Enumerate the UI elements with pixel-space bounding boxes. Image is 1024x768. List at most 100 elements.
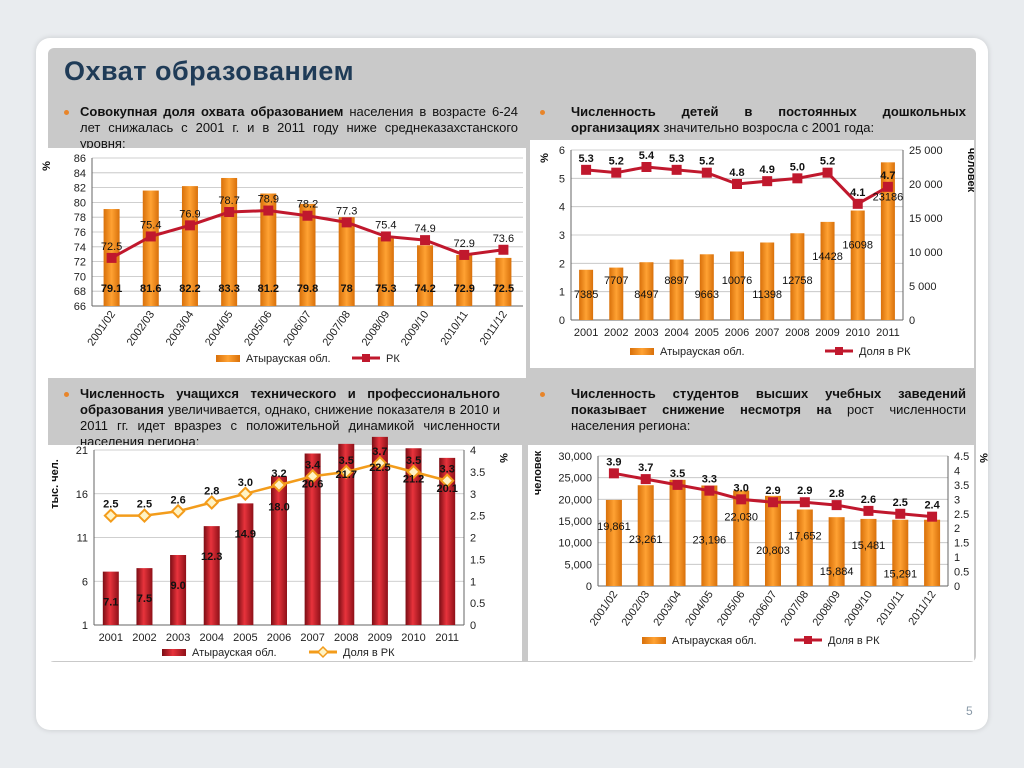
x-tick-label: 2001 bbox=[574, 327, 598, 339]
y-tick-label: 4 bbox=[559, 202, 565, 214]
y-tick-label: 84 bbox=[74, 168, 86, 180]
y-tick-label: 82 bbox=[74, 183, 86, 195]
y-tick-label: 3 bbox=[559, 230, 565, 242]
line-marker bbox=[106, 252, 117, 263]
line-value-label: 2.4 bbox=[924, 500, 940, 512]
y2-tick-label: 4 bbox=[954, 465, 960, 477]
line-marker bbox=[762, 176, 773, 187]
text-block-3: Численность учащихся технического и проф… bbox=[80, 386, 500, 450]
y-axis-title: % bbox=[539, 153, 551, 163]
x-tick-label: 2005 bbox=[695, 327, 719, 339]
legend-label-bar: Атырауская обл. bbox=[192, 647, 277, 659]
bar-2002/03 bbox=[637, 485, 654, 586]
line-value-label: 3.2 bbox=[271, 468, 286, 480]
y2-tick-label: 1 bbox=[470, 576, 476, 588]
bar-2009/10 bbox=[860, 518, 877, 586]
y2-tick-label: 3 bbox=[954, 494, 960, 506]
legend-swatch-bar bbox=[642, 637, 666, 644]
bar-value-label: 81.2 bbox=[258, 283, 279, 295]
legend-marker bbox=[804, 636, 812, 644]
x-tick-label: 2004 bbox=[664, 327, 688, 339]
line-marker bbox=[863, 505, 874, 516]
bar-2002/03 bbox=[142, 190, 159, 306]
line-marker bbox=[672, 479, 683, 490]
line-marker bbox=[459, 249, 470, 260]
x-tick-label: 2009 bbox=[815, 327, 839, 339]
page-number: 5 bbox=[966, 704, 973, 718]
y2-axis-title: человек bbox=[965, 148, 977, 193]
bar-value-label: 9663 bbox=[695, 289, 719, 301]
bar-2003/04 bbox=[669, 479, 686, 586]
line-value-label: 78.2 bbox=[297, 199, 318, 211]
line-marker bbox=[608, 468, 619, 479]
y-tick-label: 2 bbox=[559, 258, 565, 270]
line-value-label: 2.8 bbox=[829, 488, 844, 500]
bar-value-label: 18.0 bbox=[268, 501, 289, 513]
line-marker bbox=[439, 473, 455, 489]
y2-tick-label: 3.5 bbox=[954, 480, 969, 492]
y-tick-label: 5 bbox=[559, 173, 565, 185]
bar-value-label: 75.3 bbox=[375, 283, 396, 295]
chart-card bbox=[48, 148, 526, 378]
bar-value-label: 83.3 bbox=[218, 283, 239, 295]
y-axis-title: тыс. чел. bbox=[49, 459, 61, 509]
bar-2004/05 bbox=[701, 485, 718, 586]
y2-tick-label: 3.5 bbox=[470, 467, 485, 479]
line-value-label: 77.3 bbox=[336, 205, 357, 217]
y2-tick-label: 5 000 bbox=[909, 281, 937, 293]
bar-2010/11 bbox=[456, 254, 473, 306]
bar-2005/06 bbox=[260, 193, 277, 306]
bar-value-label: 15,291 bbox=[883, 569, 917, 581]
x-tick-label: 2003 bbox=[634, 327, 658, 339]
text-3-lead: Численность учащихся технического и проф… bbox=[80, 386, 500, 417]
legend-label-bar: Атырауская обл. bbox=[672, 635, 757, 647]
bar-2001 bbox=[102, 571, 119, 625]
x-tick-label: 2006 bbox=[267, 632, 291, 644]
y-tick-label: 78 bbox=[74, 212, 86, 224]
x-tick-label: 2002 bbox=[604, 327, 628, 339]
y2-tick-label: 25 000 bbox=[909, 145, 943, 157]
bar-value-label: 7385 bbox=[574, 289, 598, 301]
y2-tick-label: 20 000 bbox=[909, 179, 943, 191]
text-4-lead: Численность студентов высших учебных зав… bbox=[571, 386, 966, 417]
bar-value-label: 78 bbox=[341, 283, 353, 295]
line-marker bbox=[380, 231, 391, 242]
bullet-1 bbox=[64, 110, 69, 115]
bar-value-label: 10076 bbox=[722, 275, 753, 287]
line-value-label: 2.6 bbox=[861, 494, 876, 506]
y2-tick-label: 0 bbox=[470, 620, 476, 632]
bar-value-label: 14.9 bbox=[235, 528, 256, 540]
bar-value-label: 20.1 bbox=[436, 483, 457, 495]
bar-value-label: 20,803 bbox=[756, 545, 790, 557]
line-marker bbox=[103, 508, 119, 524]
bar-value-label: 19,861 bbox=[597, 521, 631, 533]
line-value-label: 3.4 bbox=[305, 459, 321, 471]
line-marker bbox=[641, 162, 652, 172]
y2-axis-title: % bbox=[497, 453, 509, 463]
legend-swatch-bar bbox=[216, 355, 240, 362]
x-tick-label: 2004 bbox=[199, 632, 223, 644]
bar-2010 bbox=[405, 448, 422, 625]
bar-2010/11 bbox=[892, 519, 909, 586]
legend-label-line: Доля в РК bbox=[859, 346, 911, 358]
line-marker bbox=[831, 500, 842, 511]
bar-2006/07 bbox=[765, 495, 781, 586]
line-value-label: 2.8 bbox=[204, 486, 219, 498]
y2-tick-label: 4 bbox=[470, 445, 476, 457]
bullet-3 bbox=[64, 392, 69, 397]
y-tick-label: 80 bbox=[74, 197, 86, 209]
y-tick-label: 72 bbox=[74, 257, 86, 269]
bar-value-label: 12.3 bbox=[201, 551, 222, 563]
line-marker bbox=[732, 179, 742, 189]
line-marker bbox=[581, 164, 592, 175]
line-value-label: 2.9 bbox=[765, 485, 780, 497]
line-marker bbox=[263, 205, 274, 216]
bar-2003 bbox=[639, 262, 654, 320]
bar-2008/09 bbox=[377, 237, 394, 306]
line-marker bbox=[768, 497, 778, 508]
y2-tick-label: 3 bbox=[470, 489, 476, 501]
bar-2002 bbox=[609, 267, 624, 320]
bar-2009 bbox=[820, 221, 835, 320]
x-tick-label: 2011 bbox=[876, 327, 900, 339]
